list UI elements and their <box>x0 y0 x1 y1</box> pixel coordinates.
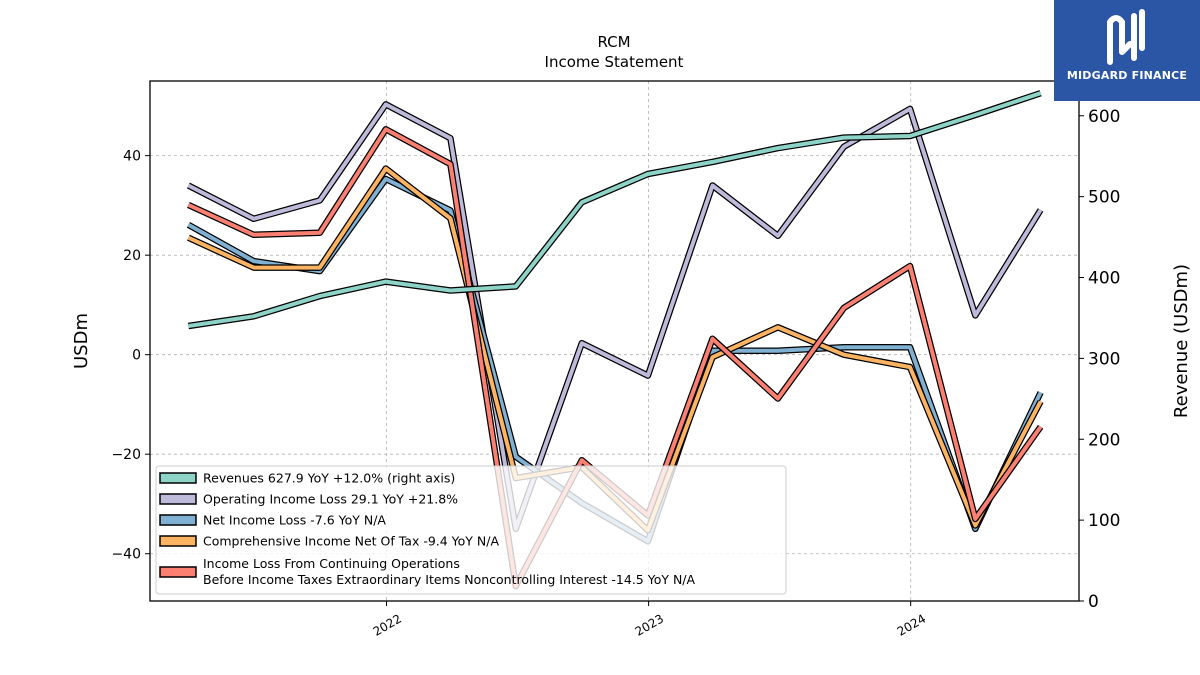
legend-label-revenues: Revenues 627.9 YoY +12.0% (right axis) <box>203 471 455 486</box>
y-tick-label-right: 400 <box>1088 269 1120 289</box>
y-axis-label-left: USDm <box>71 313 92 369</box>
series-line-operating-income-loss <box>187 102 1043 531</box>
series-outline-operating-income-loss <box>186 101 1044 533</box>
legend: Revenues 627.9 YoY +12.0% (right axis) O… <box>155 465 787 595</box>
y-tick-label-left: −20 <box>111 447 141 463</box>
y-axis-label-right: Revenue (USDm) <box>1171 264 1192 418</box>
y-tick-label-right: 100 <box>1088 511 1120 531</box>
chart-subtitle: Income Statement <box>545 53 684 71</box>
chart-title: RCM <box>597 33 630 51</box>
legend-swatch-net-income <box>159 514 197 526</box>
y-tick-label-left: 40 <box>123 149 141 165</box>
y-tick-label-right: 500 <box>1088 188 1120 208</box>
y-tick-label-left: 0 <box>132 348 141 364</box>
x-tick-label: 2023 <box>633 611 666 638</box>
legend-box <box>155 465 787 595</box>
series-line-revenues <box>188 91 1042 328</box>
legend-label-pretax-income-line1: Income Loss From Continuing Operations <box>203 556 460 571</box>
brand-logo: MIDGARD FINANCE <box>1054 0 1200 101</box>
y-tick-label-left: 20 <box>123 248 141 264</box>
legend-swatch-comprehensive-income <box>159 535 197 547</box>
x-tick-label: 2022 <box>371 611 404 638</box>
legend-swatch-operating-income <box>159 493 197 505</box>
legend-label-operating-income: Operating Income Loss 29.1 YoY +21.8% <box>203 492 458 507</box>
plot-frame <box>149 80 1080 602</box>
brand-name: MIDGARD FINANCE <box>1066 69 1188 82</box>
legend-swatch-revenues <box>159 472 197 484</box>
legend-label-pretax-income-line2: Before Income Taxes Extraordinary Items … <box>203 572 696 587</box>
legend-label-net-income: Net Income Loss -7.6 YoY N/A <box>203 513 386 528</box>
y-tick-label-right: 200 <box>1088 430 1120 450</box>
y-tick-label-right: 0 <box>1088 592 1099 612</box>
midgard-logo-icon <box>1107 9 1145 65</box>
y-tick-label-right: 300 <box>1088 349 1120 369</box>
x-tick-label: 2024 <box>895 611 928 638</box>
y-tick-label-left: −40 <box>111 547 141 563</box>
y-tick-label-right: 600 <box>1088 107 1120 127</box>
legend-swatch-pretax-income <box>159 566 197 578</box>
legend-label-comprehensive-income: Comprehensive Income Net Of Tax -9.4 YoY… <box>203 534 499 549</box>
